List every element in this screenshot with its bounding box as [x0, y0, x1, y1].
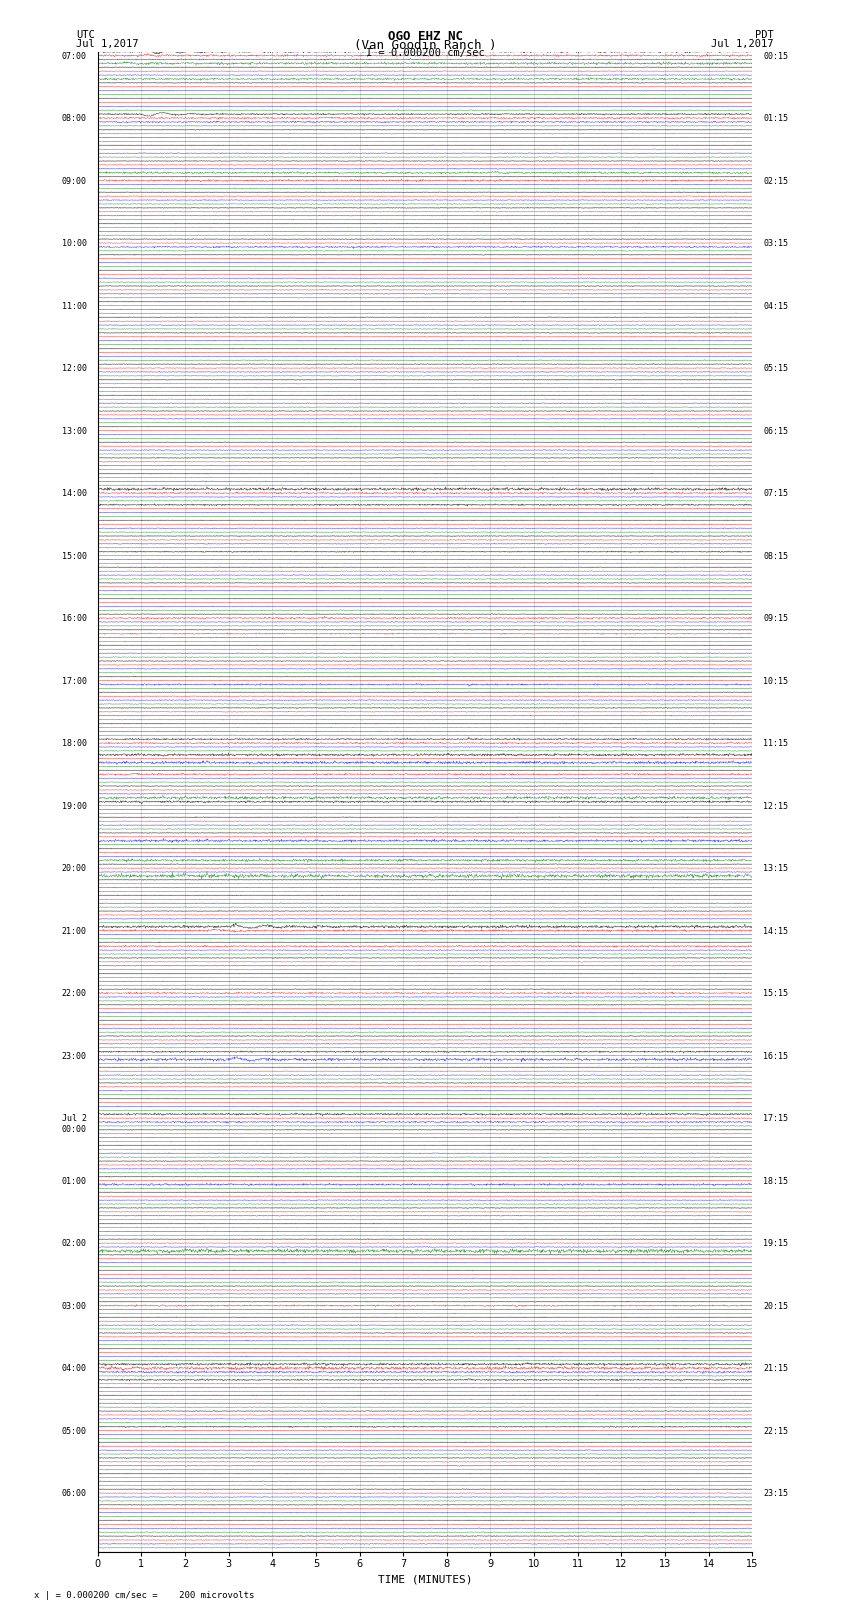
- Text: x | = 0.000200 cm/sec =    200 microvolts: x | = 0.000200 cm/sec = 200 microvolts: [34, 1590, 254, 1600]
- Text: 19:15: 19:15: [763, 1239, 788, 1248]
- Text: PDT: PDT: [755, 31, 774, 40]
- Text: 12:00: 12:00: [62, 365, 87, 373]
- Text: 14:00: 14:00: [62, 489, 87, 498]
- Text: 19:00: 19:00: [62, 802, 87, 811]
- Text: 03:00: 03:00: [62, 1302, 87, 1311]
- Text: 10:00: 10:00: [62, 239, 87, 248]
- Text: Jul 1,2017: Jul 1,2017: [711, 39, 774, 48]
- Text: 22:00: 22:00: [62, 989, 87, 998]
- Text: 02:15: 02:15: [763, 177, 788, 185]
- Text: 21:15: 21:15: [763, 1365, 788, 1373]
- Text: 12:15: 12:15: [763, 802, 788, 811]
- Text: UTC: UTC: [76, 31, 95, 40]
- Text: 20:00: 20:00: [62, 865, 87, 873]
- Text: 11:15: 11:15: [763, 739, 788, 748]
- Text: 04:00: 04:00: [62, 1365, 87, 1373]
- Text: 14:15: 14:15: [763, 926, 788, 936]
- Text: 08:15: 08:15: [763, 552, 788, 561]
- Text: 20:15: 20:15: [763, 1302, 788, 1311]
- Text: 16:00: 16:00: [62, 615, 87, 623]
- Text: 09:15: 09:15: [763, 615, 788, 623]
- Text: Jul 2
00:00: Jul 2 00:00: [62, 1115, 87, 1134]
- Text: 00:15: 00:15: [763, 52, 788, 61]
- Text: 22:15: 22:15: [763, 1426, 788, 1436]
- Text: 09:00: 09:00: [62, 177, 87, 185]
- Text: 15:00: 15:00: [62, 552, 87, 561]
- Text: 06:00: 06:00: [62, 1489, 87, 1498]
- Text: 23:00: 23:00: [62, 1052, 87, 1061]
- Text: 05:15: 05:15: [763, 365, 788, 373]
- Text: 02:00: 02:00: [62, 1239, 87, 1248]
- Text: 15:15: 15:15: [763, 989, 788, 998]
- Text: 06:15: 06:15: [763, 427, 788, 436]
- Text: 13:00: 13:00: [62, 427, 87, 436]
- Text: 18:00: 18:00: [62, 739, 87, 748]
- Text: 13:15: 13:15: [763, 865, 788, 873]
- Text: 16:15: 16:15: [763, 1052, 788, 1061]
- Text: 03:15: 03:15: [763, 239, 788, 248]
- Text: 11:00: 11:00: [62, 302, 87, 311]
- Text: 05:00: 05:00: [62, 1426, 87, 1436]
- Text: 04:15: 04:15: [763, 302, 788, 311]
- Text: 23:15: 23:15: [763, 1489, 788, 1498]
- X-axis label: TIME (MINUTES): TIME (MINUTES): [377, 1574, 473, 1584]
- Text: 17:15: 17:15: [763, 1115, 788, 1123]
- Text: 01:00: 01:00: [62, 1177, 87, 1186]
- Text: 10:15: 10:15: [763, 677, 788, 686]
- Text: 01:15: 01:15: [763, 115, 788, 123]
- Text: 08:00: 08:00: [62, 115, 87, 123]
- Text: 17:00: 17:00: [62, 677, 87, 686]
- Text: Jul 1,2017: Jul 1,2017: [76, 39, 139, 48]
- Text: OGO EHZ NC: OGO EHZ NC: [388, 31, 462, 44]
- Text: 18:15: 18:15: [763, 1177, 788, 1186]
- Text: 07:00: 07:00: [62, 52, 87, 61]
- Text: I = 0.000200 cm/sec: I = 0.000200 cm/sec: [366, 47, 484, 58]
- Text: 21:00: 21:00: [62, 926, 87, 936]
- Text: (Van Goodin Ranch ): (Van Goodin Ranch ): [354, 39, 496, 52]
- Text: 07:15: 07:15: [763, 489, 788, 498]
